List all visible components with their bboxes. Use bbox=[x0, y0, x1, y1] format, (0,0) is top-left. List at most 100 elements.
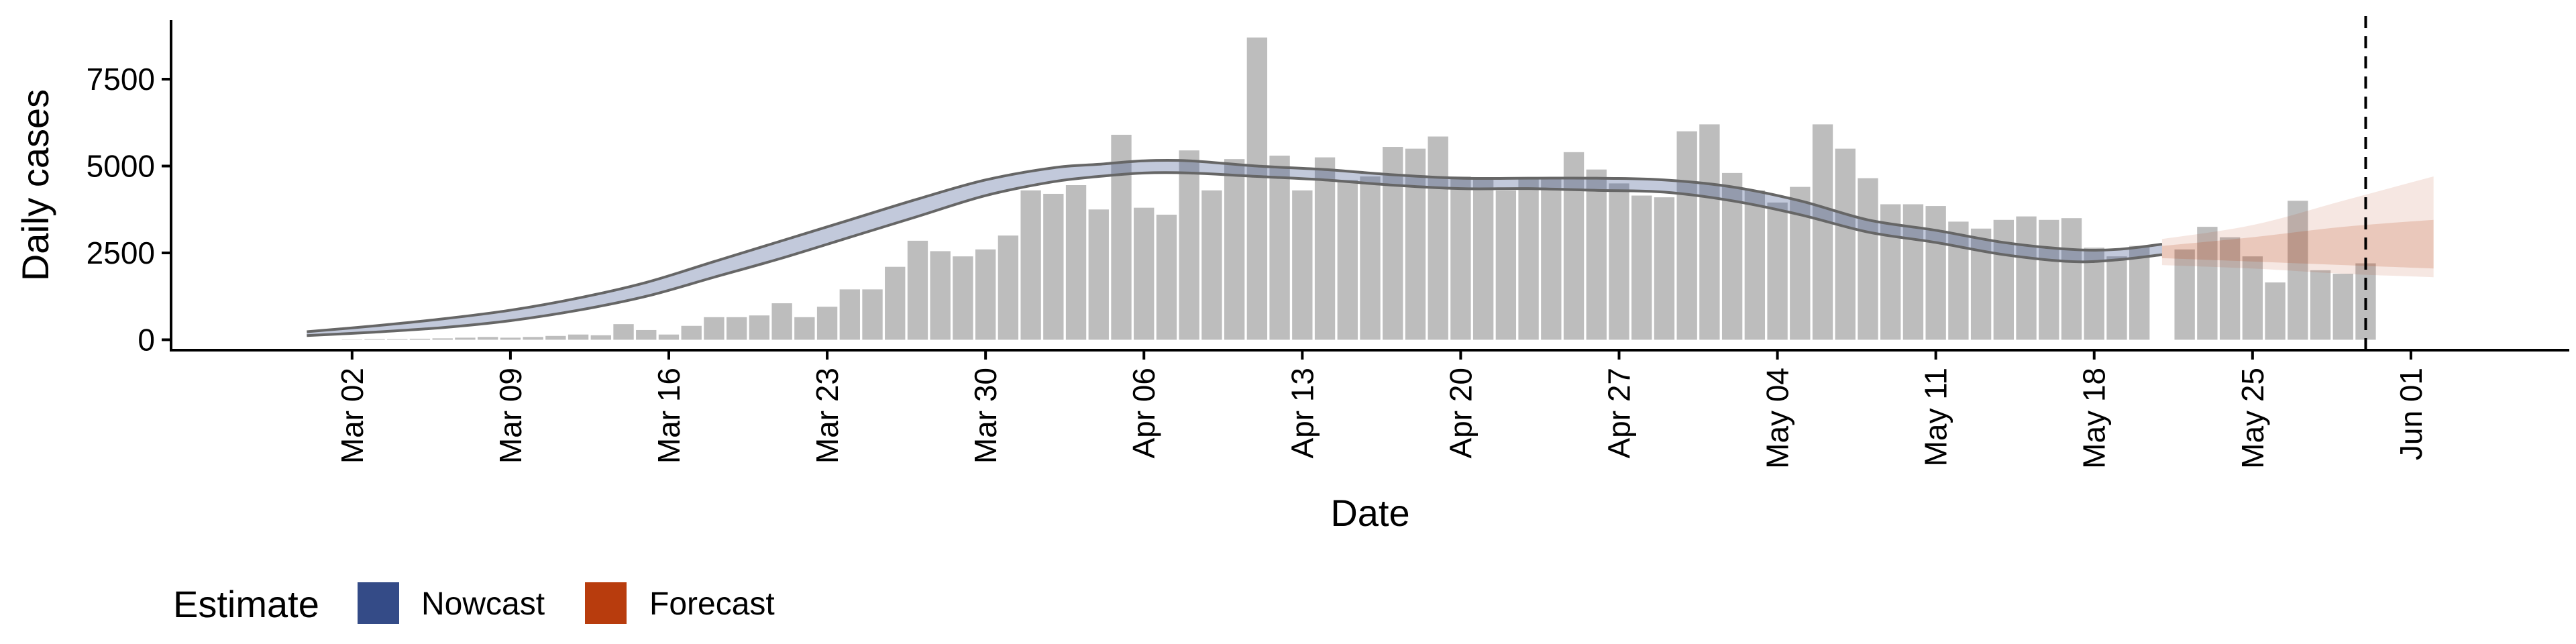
bar bbox=[749, 315, 770, 340]
x-tick-label: May 25 bbox=[2235, 368, 2270, 469]
bar bbox=[613, 324, 634, 340]
bar bbox=[455, 337, 476, 340]
bar bbox=[1858, 178, 1878, 340]
bar bbox=[1065, 185, 1087, 340]
bar bbox=[816, 307, 838, 340]
bar bbox=[953, 256, 973, 340]
bar bbox=[1676, 131, 1697, 340]
y-tick-label: 7500 bbox=[87, 62, 155, 97]
legend-label-nowcast: Nowcast bbox=[421, 586, 545, 622]
bar bbox=[1292, 190, 1313, 340]
bar bbox=[1518, 178, 1539, 340]
bar bbox=[590, 335, 611, 340]
bar bbox=[432, 338, 453, 340]
bar bbox=[1880, 204, 1901, 340]
bar bbox=[1472, 178, 1494, 340]
bar bbox=[1246, 37, 1268, 340]
legend-label-forecast: Forecast bbox=[649, 586, 775, 622]
bar bbox=[1405, 148, 1426, 340]
bar bbox=[1020, 190, 1041, 340]
bar bbox=[681, 325, 702, 340]
bar bbox=[2061, 218, 2082, 340]
x-axis-title: Date bbox=[1330, 492, 1409, 534]
bar bbox=[839, 289, 860, 340]
bar bbox=[341, 339, 362, 340]
bar bbox=[1835, 148, 1856, 340]
nowcast-band bbox=[307, 160, 2162, 336]
bar bbox=[794, 317, 815, 340]
y-axis-title: Daily cases bbox=[14, 89, 56, 281]
x-tick-label: Apr 06 bbox=[1126, 368, 1161, 459]
bar bbox=[1043, 193, 1064, 340]
bar bbox=[1563, 152, 1585, 340]
bar bbox=[1428, 136, 1448, 340]
bar bbox=[1156, 215, 1177, 340]
bar bbox=[726, 317, 747, 340]
bar bbox=[1088, 209, 1109, 340]
bar bbox=[500, 337, 521, 340]
bar bbox=[1269, 155, 1290, 340]
bar bbox=[907, 240, 928, 340]
bar bbox=[2288, 201, 2308, 340]
nowcast-lower-line bbox=[307, 171, 2163, 337]
legend-swatch-forecast bbox=[585, 582, 627, 624]
x-tick-label: May 04 bbox=[1760, 368, 1795, 469]
bar bbox=[2242, 256, 2263, 340]
bar bbox=[862, 289, 883, 340]
x-tick-label: Apr 20 bbox=[1443, 368, 1478, 459]
bar bbox=[409, 338, 431, 340]
bar bbox=[771, 303, 792, 340]
x-axis-ticks: Mar 02 Mar 09 Mar 16 Mar 23 Mar 30 Apr 06 Apr … bbox=[335, 350, 2428, 469]
bar bbox=[704, 317, 724, 340]
bar bbox=[2197, 227, 2218, 340]
bar-group bbox=[341, 37, 2376, 340]
bar bbox=[1609, 183, 1629, 340]
bar bbox=[1948, 221, 1969, 340]
bar bbox=[2265, 282, 2286, 340]
bar bbox=[2129, 246, 2150, 340]
bar bbox=[1631, 195, 1652, 340]
forecast-inner-band bbox=[2161, 219, 2434, 269]
x-tick-label: Mar 23 bbox=[810, 368, 845, 464]
y-tick-label: 2500 bbox=[87, 235, 155, 270]
bar bbox=[1337, 180, 1358, 340]
x-tick-label: Mar 09 bbox=[493, 368, 528, 464]
bar bbox=[658, 334, 680, 340]
x-tick-label: Apr 27 bbox=[1601, 368, 1636, 459]
legend: Estimate Nowcast Forecast bbox=[173, 582, 775, 625]
x-tick-label: Mar 16 bbox=[651, 368, 686, 464]
y-tick-label: 5000 bbox=[87, 149, 155, 184]
bar bbox=[568, 334, 589, 340]
legend-swatch-nowcast bbox=[358, 582, 399, 624]
bar bbox=[1450, 176, 1471, 340]
bar bbox=[1201, 190, 1222, 340]
bar bbox=[1495, 190, 1517, 340]
nowcast-upper-line bbox=[307, 158, 2163, 333]
bar bbox=[1744, 190, 1766, 340]
legend-title: Estimate bbox=[173, 583, 319, 625]
bar bbox=[2106, 256, 2127, 340]
bar bbox=[975, 249, 996, 340]
bar bbox=[1812, 124, 1833, 340]
bar bbox=[1767, 202, 1788, 340]
bar bbox=[2219, 237, 2241, 340]
bar bbox=[998, 235, 1019, 340]
bar bbox=[2310, 270, 2331, 340]
bar bbox=[2332, 274, 2353, 340]
bar bbox=[1993, 219, 2015, 340]
bar bbox=[477, 337, 498, 340]
x-tick-label: Mar 02 bbox=[335, 368, 370, 464]
bar bbox=[1970, 228, 1992, 340]
bar bbox=[1902, 204, 1924, 340]
bar bbox=[885, 266, 906, 340]
bar bbox=[1179, 150, 1199, 340]
bar bbox=[2016, 216, 2037, 340]
x-tick-label: Mar 30 bbox=[968, 368, 1003, 464]
bar bbox=[1541, 178, 1562, 340]
x-tick-label: May 18 bbox=[2077, 368, 2112, 469]
x-tick-label: May 11 bbox=[1919, 368, 1953, 466]
y-axis-ticks: 0 2500 5000 7500 bbox=[87, 62, 171, 357]
bar bbox=[1224, 159, 1245, 340]
bar bbox=[2039, 219, 2059, 340]
bar bbox=[1111, 134, 1132, 340]
